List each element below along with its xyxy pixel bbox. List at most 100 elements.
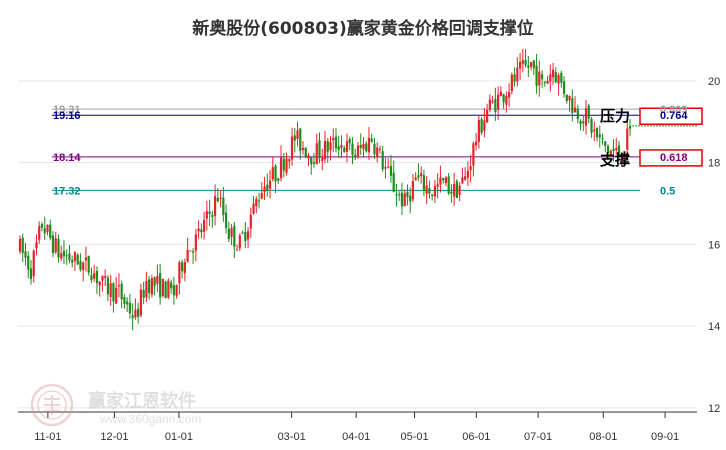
candle-body <box>422 175 426 191</box>
candle-body <box>117 285 121 287</box>
candle-body <box>480 119 483 133</box>
candle <box>167 278 170 300</box>
candle <box>76 252 79 266</box>
candle <box>571 89 574 122</box>
grid-lines <box>18 80 697 409</box>
candle-body <box>590 118 593 133</box>
candle-body <box>584 108 588 126</box>
candle-body <box>79 261 82 270</box>
candle-body <box>587 105 590 119</box>
level-price-label: 17.32 <box>53 185 81 197</box>
level-ratio-label: 0.764 <box>660 110 688 122</box>
candle-body <box>49 224 52 239</box>
candle <box>315 133 318 165</box>
candles <box>18 48 632 331</box>
candle <box>458 182 461 202</box>
candle <box>329 136 332 161</box>
candle-body <box>376 147 379 157</box>
candle-body <box>433 186 437 197</box>
candle <box>186 237 189 263</box>
candle <box>351 136 354 165</box>
candle <box>266 173 269 197</box>
candle-body <box>458 185 461 195</box>
candle <box>626 117 629 160</box>
candle-body <box>32 250 35 277</box>
candle <box>175 284 178 299</box>
resistance-label: 压力 <box>600 107 630 125</box>
candle-body <box>491 101 494 103</box>
candle <box>98 281 101 297</box>
candle-body <box>562 81 566 94</box>
candle <box>593 121 596 142</box>
level-ratio-label: 0.618 <box>660 152 688 164</box>
candle <box>216 188 219 203</box>
candle-body <box>403 193 406 206</box>
candle-body <box>565 94 568 102</box>
candle <box>444 176 448 187</box>
candle-body <box>299 128 302 151</box>
candle <box>579 118 582 131</box>
candle <box>68 244 71 264</box>
watermark-brand: 赢家江恩软件 <box>88 391 196 412</box>
candle <box>576 104 579 124</box>
candle-body <box>513 74 516 82</box>
candle <box>623 150 626 158</box>
candle <box>365 141 368 153</box>
candle <box>518 52 522 80</box>
candle-body <box>131 315 134 319</box>
candle <box>57 234 60 263</box>
candle-body <box>595 127 599 138</box>
candle-body <box>318 140 321 159</box>
candle <box>161 278 164 298</box>
candle-body <box>222 197 225 216</box>
candle-body <box>365 143 368 152</box>
candle <box>200 223 203 239</box>
candle <box>609 149 612 156</box>
candle-body <box>145 281 148 298</box>
candle <box>359 133 362 155</box>
candle-body <box>414 177 417 181</box>
candle-body <box>208 211 211 215</box>
candle-body <box>301 147 305 151</box>
candle <box>192 248 195 264</box>
candle <box>453 172 456 206</box>
watermark-logo-icon <box>30 383 74 427</box>
candle-body <box>279 157 283 179</box>
y-tick-label: 18 <box>708 158 720 170</box>
candle-body <box>576 109 579 120</box>
x-tick-label: 01-01 <box>165 431 193 443</box>
x-tick-label: 05-01 <box>400 431 428 443</box>
candle-body <box>326 141 329 153</box>
candle-body <box>439 177 442 185</box>
candle <box>417 163 420 182</box>
candle <box>381 145 384 172</box>
candle-body <box>312 162 316 164</box>
candle-body <box>128 302 132 314</box>
candle-body <box>617 145 621 158</box>
candle-body <box>524 59 527 66</box>
candle <box>296 121 299 147</box>
candle-body <box>543 81 546 83</box>
candle-body <box>257 200 261 202</box>
candle <box>543 80 546 87</box>
candle-body <box>510 74 513 91</box>
candle-body <box>282 158 285 171</box>
candle-body <box>551 69 555 78</box>
candle-body <box>406 191 409 198</box>
candle-body <box>87 255 90 273</box>
candle-body <box>486 109 489 123</box>
candle-body <box>230 227 233 237</box>
candle <box>18 235 22 255</box>
candle <box>367 127 371 161</box>
candle-body <box>84 257 88 261</box>
candle <box>406 184 409 206</box>
candle-body <box>606 146 610 153</box>
candle <box>202 211 206 240</box>
candle-body <box>332 137 335 141</box>
candle-body <box>499 91 502 97</box>
candle-body <box>431 194 434 196</box>
candle-body <box>442 178 445 181</box>
candle <box>205 200 208 231</box>
candle-body <box>290 136 294 160</box>
candle-body <box>235 249 239 251</box>
